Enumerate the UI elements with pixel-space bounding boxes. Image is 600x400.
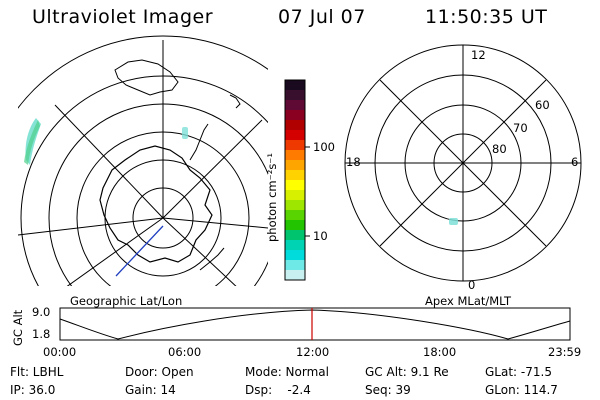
aurora-patch xyxy=(24,120,40,165)
mlt-label-12: 12 xyxy=(471,48,486,62)
info-gain: Gain: 14 xyxy=(125,383,176,397)
lat-label-60: 60 xyxy=(535,98,550,112)
timeline-frame xyxy=(59,307,571,341)
timeline-right-label: Apex MLat/MLT xyxy=(425,294,512,308)
mlt-label-0: 0 xyxy=(468,278,476,292)
colorbar-frame xyxy=(284,79,306,281)
map-lon-line xyxy=(54,104,164,219)
map-lon-line xyxy=(162,217,237,286)
info-dsp: Dsp: -2.4 xyxy=(245,383,311,397)
map-lon-line xyxy=(162,119,263,219)
colorbar-cell xyxy=(285,80,305,91)
orbit-track xyxy=(115,225,164,277)
timeline-y-tick-9: 9.0 xyxy=(32,305,51,319)
timeline-x-tick-0: 00:00 xyxy=(43,345,77,359)
colorbar-cell xyxy=(285,110,305,121)
map-lon-line xyxy=(18,217,164,236)
south-america-coast xyxy=(199,247,225,271)
info-seq: Seq: 39 xyxy=(365,383,411,397)
colorbar-cell xyxy=(285,140,305,151)
colorbar-cell xyxy=(285,240,305,251)
timeline-x-tick-4: 23:59 xyxy=(548,345,582,359)
colorbar-cell xyxy=(285,170,305,181)
info-glon: GLon: 114.7 xyxy=(485,383,558,397)
colorbar-cell xyxy=(285,130,305,141)
lat-label-70: 70 xyxy=(513,121,528,135)
info-glat: GLat: -71.5 xyxy=(485,365,552,379)
date-label: 07 Jul 07 xyxy=(278,6,366,28)
colorbar-cell xyxy=(285,190,305,201)
colorbar-cell xyxy=(285,180,305,191)
colorbar-cell xyxy=(285,160,305,171)
mlt-label-6: 6 xyxy=(571,155,579,169)
info-mode: Mode: Normal xyxy=(245,365,329,379)
colorbar-cell xyxy=(285,200,305,211)
timeline-x-tick-2: 12:00 xyxy=(296,345,330,359)
map-lon-line xyxy=(66,217,164,286)
time-label: 11:50:35 UT xyxy=(425,6,548,28)
colorbar-tick-10: 10 xyxy=(313,229,328,243)
info-gcalt: GC Alt: 9.1 Re xyxy=(365,365,449,379)
colorbar-cell xyxy=(285,270,305,281)
altitude-curve xyxy=(59,309,571,340)
australia-coast xyxy=(114,59,179,96)
colorbar-cell xyxy=(285,260,305,271)
nz-coast xyxy=(229,94,241,109)
antarctica-coast xyxy=(99,145,213,263)
colorbar-cell xyxy=(285,100,305,111)
colorbar-cell xyxy=(285,230,305,241)
timeline-x-tick-3: 18:00 xyxy=(423,345,457,359)
colorbar-cell xyxy=(285,120,305,131)
aurora-patch xyxy=(449,218,458,225)
map-lon-line xyxy=(162,217,268,229)
lat-label-80: 80 xyxy=(492,142,507,156)
info-flt: Flt: LBHL xyxy=(10,365,64,379)
timeline-y-tick-1: 1.8 xyxy=(32,327,51,341)
info-door: Door: Open xyxy=(125,365,194,379)
timeline-x-tick-1: 06:00 xyxy=(168,345,202,359)
colorbar-cell xyxy=(285,250,305,261)
map-horizon xyxy=(18,35,268,109)
instrument-title: Ultraviolet Imager xyxy=(32,6,214,28)
colorbar-cell xyxy=(285,220,305,231)
peninsula-coast xyxy=(189,123,209,161)
aurora-patch xyxy=(182,127,188,139)
colorbar-cell xyxy=(285,150,305,161)
colorbar-tick-100: 100 xyxy=(313,140,335,154)
polar-diagonal xyxy=(379,79,547,247)
colorbar-cell xyxy=(285,90,305,101)
colorbar-cell xyxy=(285,210,305,221)
info-ip: IP: 36.0 xyxy=(10,383,56,397)
mlt-label-18: 18 xyxy=(346,155,361,169)
timeline-left-label: Geographic Lat/Lon xyxy=(70,294,183,308)
